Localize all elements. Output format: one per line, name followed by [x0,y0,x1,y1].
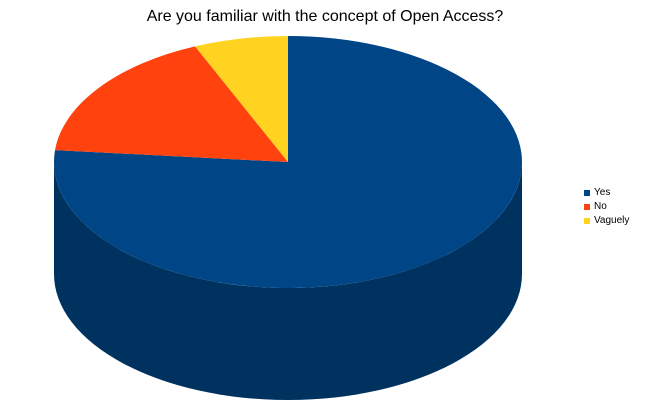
legend-label: Yes [594,187,611,198]
legend-item-vaguely: Vaguely [584,214,629,227]
pie-slice-vaguely [195,36,288,162]
pie-slice-yes [53,36,523,289]
pie-side-yes [54,162,522,400]
legend-label: No [594,201,607,212]
legend-label: Vaguely [594,215,630,226]
pie-slice-no [55,46,289,163]
legend-swatch [584,217,590,224]
chart-title: Are you familiar with the concept of Ope… [146,8,504,25]
legend-item-yes: Yes [584,186,629,199]
legend-swatch [584,189,590,196]
legend-item-no: No [584,200,629,213]
legend-swatch [584,203,590,210]
legend: Yes No Vaguely [584,186,629,228]
